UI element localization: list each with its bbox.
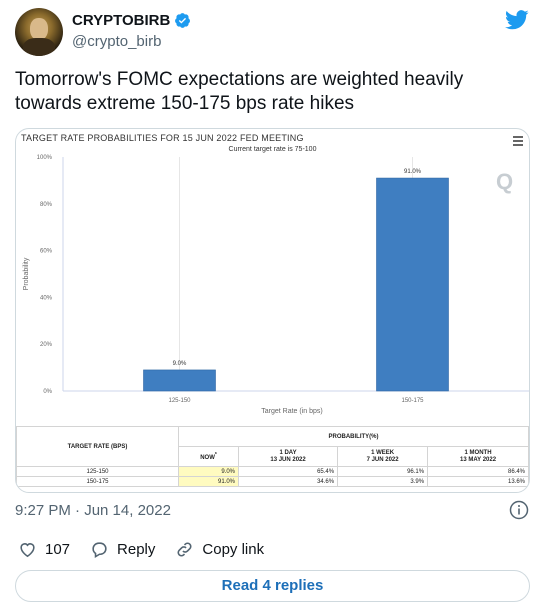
probability-table: TARGET RATE (BPS) PROBABILITY(%) NOW* 1 …: [16, 426, 529, 487]
table-header-probability: PROBABILITY(%): [178, 426, 529, 447]
info-icon[interactable]: [509, 500, 529, 520]
bar-150-175[interactable]: [376, 177, 449, 392]
x-axis-title: Target Rate (in bps): [261, 408, 322, 415]
copy-link-button[interactable]: Copy link: [175, 540, 264, 559]
table-col-1-week: 1 WEEK 7 JUN 2022: [337, 446, 429, 467]
hamburger-menu-icon[interactable]: [513, 136, 523, 146]
table-row: 125-150 9.0% 65.4% 96.1% 86.4%: [16, 466, 529, 477]
y-tick-label: 100%: [37, 155, 53, 161]
table-cell-1-day: 34.6%: [237, 476, 339, 487]
read-replies-button[interactable]: Read 4 replies: [15, 570, 530, 602]
table-cell-1-week: 96.1%: [337, 466, 429, 477]
author-name-row[interactable]: CRYPTOBIRB: [72, 12, 191, 29]
table-cell-1-week: 3.9%: [337, 476, 429, 487]
y-axis-title: Probability: [23, 257, 30, 290]
watermark-q-logo: Q: [496, 169, 514, 194]
bar-chart: 0% 20% 40% 60% 80% 100% 9.0% 91.0% 125-150 150-…: [23, 155, 529, 415]
y-tick-label: 0%: [43, 389, 52, 395]
table-cell-rate: 150-175: [16, 476, 179, 487]
copy-link-label: Copy link: [202, 541, 265, 558]
chart-subtitle: Current target rate is 75-100: [228, 146, 317, 153]
tweet-timestamp[interactable]: 9:27 PM · Jun 14, 2022: [15, 502, 171, 519]
bar-value-label: 9.0%: [173, 361, 187, 367]
bar-125-150[interactable]: [143, 369, 216, 392]
link-icon: [177, 542, 192, 557]
chart-card[interactable]: TARGET RATE PROBABILITIES FOR 15 JUN 202…: [15, 128, 530, 493]
reply-bubble-icon: [92, 542, 107, 559]
bar-value-label: 91.0%: [404, 169, 422, 175]
table-cell-now: 91.0%: [178, 476, 239, 487]
table-cell-1-month: 86.4%: [427, 466, 529, 477]
tweet-text: Tomorrow's FOMC expectations are weighte…: [15, 69, 464, 114]
tweet-actions: 107 Reply Copy link: [18, 540, 284, 559]
table-col-now: NOW*: [178, 446, 239, 467]
avatar-body: [23, 38, 55, 56]
table-col-1-day: 1 DAY 13 JUN 2022: [237, 446, 339, 467]
twitter-bird-icon[interactable]: [505, 10, 529, 30]
verified-badge-icon: [175, 13, 191, 28]
y-tick-label: 80%: [40, 202, 53, 208]
avatar-face: [30, 18, 48, 40]
author-display-name[interactable]: CRYPTOBIRB: [72, 12, 171, 29]
table-header-target-rate: TARGET RATE (BPS): [16, 426, 179, 467]
like-button[interactable]: 107: [18, 540, 70, 559]
reply-label: Reply: [117, 541, 156, 558]
table-cell-1-month: 13.6%: [427, 476, 529, 487]
x-tick-label: 125-150: [168, 398, 191, 404]
x-tick-label: 150-175: [401, 398, 424, 404]
y-tick-label: 60%: [40, 249, 53, 255]
author-handle[interactable]: @crypto_birb: [72, 33, 162, 50]
y-tick-label: 40%: [40, 295, 53, 301]
heart-icon: [20, 543, 35, 558]
chart-title: TARGET RATE PROBABILITIES FOR 15 JUN 202…: [21, 133, 304, 143]
table-col-1-month: 1 MONTH 13 MAY 2022: [427, 446, 529, 467]
table-row: 150-175 91.0% 34.6% 3.9% 13.6%: [16, 476, 529, 487]
table-cell-now: 9.0%: [178, 466, 239, 477]
avatar[interactable]: [15, 8, 63, 56]
like-count: 107: [45, 541, 71, 558]
y-tick-label: 20%: [40, 342, 53, 348]
reply-button[interactable]: Reply: [90, 540, 155, 559]
table-cell-1-day: 65.4%: [237, 466, 339, 477]
table-cell-rate: 125-150: [16, 466, 179, 477]
